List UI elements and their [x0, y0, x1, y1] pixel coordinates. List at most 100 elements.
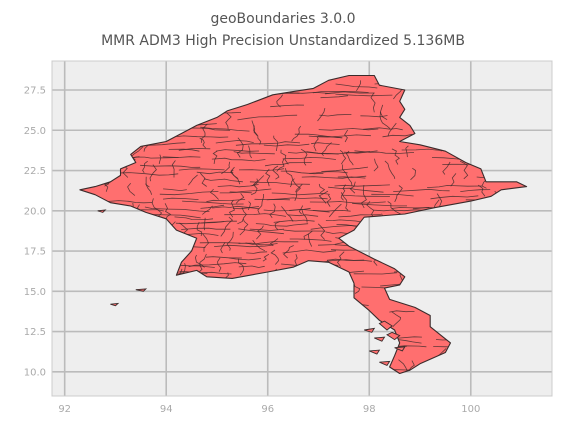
admin-boundary [256, 225, 264, 240]
admin-boundary [283, 245, 294, 259]
admin-boundary [384, 160, 396, 179]
admin-boundary [252, 240, 266, 252]
admin-boundary [356, 80, 361, 92]
admin-boundary [436, 193, 445, 209]
y-tick-label: 22.5 [24, 166, 46, 177]
admin-boundary [328, 186, 384, 193]
admin-boundary [194, 254, 205, 268]
island-region [135, 288, 148, 292]
admin-boundary [370, 92, 376, 113]
island-region [378, 320, 393, 331]
admin-boundary [246, 251, 268, 254]
admin-boundary [321, 142, 332, 156]
admin-boundary [163, 188, 187, 192]
admin-boundary [318, 128, 379, 131]
admin-boundary [311, 142, 340, 145]
admin-boundary [225, 112, 232, 130]
admin-boundary [238, 258, 245, 276]
admin-boundary [145, 176, 150, 188]
admin-boundary [393, 88, 403, 100]
admin-boundary [149, 164, 157, 182]
admin-boundary [202, 205, 213, 215]
island-region [394, 346, 406, 352]
admin-boundary [171, 160, 176, 178]
admin-boundary [298, 205, 304, 215]
admin-boundary [382, 133, 413, 138]
island-region [379, 360, 391, 366]
admin-boundary [281, 206, 294, 222]
admin-boundary [251, 120, 258, 136]
admin-boundary [232, 206, 260, 210]
admin-boundary [179, 271, 232, 275]
admin-boundary [238, 168, 285, 171]
admin-boundary [203, 178, 243, 183]
admin-boundary [144, 206, 210, 212]
admin-boundary [249, 228, 285, 231]
admin-boundary [219, 191, 252, 194]
admin-boundary [255, 223, 309, 227]
admin-boundary [128, 156, 179, 159]
admin-boundary [228, 257, 261, 261]
y-tick-label: 15.0 [24, 287, 46, 298]
admin-boundary [211, 157, 266, 162]
admin-boundary [349, 181, 356, 194]
admin-boundary [306, 151, 371, 155]
admin-boundary [238, 265, 265, 268]
admin-boundary [270, 249, 279, 265]
admin-boundary [273, 135, 279, 151]
admin-boundary [340, 192, 349, 211]
admin-boundary [477, 184, 486, 197]
admin-boundary [283, 229, 325, 232]
admin-boundary [303, 230, 313, 240]
admin-boundary [104, 179, 114, 192]
admin-boundary [188, 262, 247, 268]
admin-boundary [366, 201, 375, 218]
admin-boundary [209, 188, 219, 200]
admin-boundary [199, 172, 207, 187]
admin-boundary [282, 249, 337, 254]
admin-boundary [265, 168, 271, 187]
y-tick-label: 25.0 [24, 126, 46, 137]
admin-boundary [215, 140, 254, 144]
admin-boundary [174, 216, 214, 221]
admin-boundary [249, 181, 310, 185]
x-tick-label: 100 [461, 404, 480, 415]
admin-boundary [289, 238, 332, 242]
admin-boundary [389, 310, 415, 313]
admin-boundary [196, 221, 203, 237]
plot-frame [51, 60, 553, 397]
admin-boundary [251, 178, 259, 196]
admin-boundary [221, 161, 231, 175]
admin-boundary [300, 148, 308, 166]
x-tick-label: 92 [58, 404, 71, 415]
admin-boundary [140, 164, 201, 168]
admin-boundary [360, 115, 388, 118]
admin-boundary [410, 167, 417, 181]
admin-boundary [430, 195, 479, 200]
admin-boundary [236, 137, 244, 158]
admin-boundary [387, 122, 397, 137]
admin-boundary [199, 242, 241, 244]
admin-boundary [233, 151, 275, 155]
admin-boundary [239, 218, 249, 236]
admin-boundary [289, 208, 330, 213]
y-tick-label: 10.0 [24, 367, 46, 378]
admin-boundary [371, 193, 414, 197]
admin-boundary [220, 242, 226, 254]
admin-boundary [373, 209, 432, 212]
y-tick-label: 17.5 [24, 247, 46, 258]
y-tick-label: 20.0 [24, 206, 46, 217]
admin-boundary [301, 209, 308, 223]
admin-boundary [257, 194, 264, 215]
admin-boundary [337, 175, 367, 178]
admin-boundary [326, 194, 332, 207]
admin-boundary [427, 185, 483, 188]
admin-boundary [317, 223, 326, 240]
admin-boundary [408, 360, 415, 371]
admin-boundary [318, 183, 326, 194]
admin-boundary [162, 156, 201, 158]
admin-boundary [336, 251, 345, 267]
admin-boundary [343, 150, 378, 154]
admin-boundary [326, 258, 372, 262]
